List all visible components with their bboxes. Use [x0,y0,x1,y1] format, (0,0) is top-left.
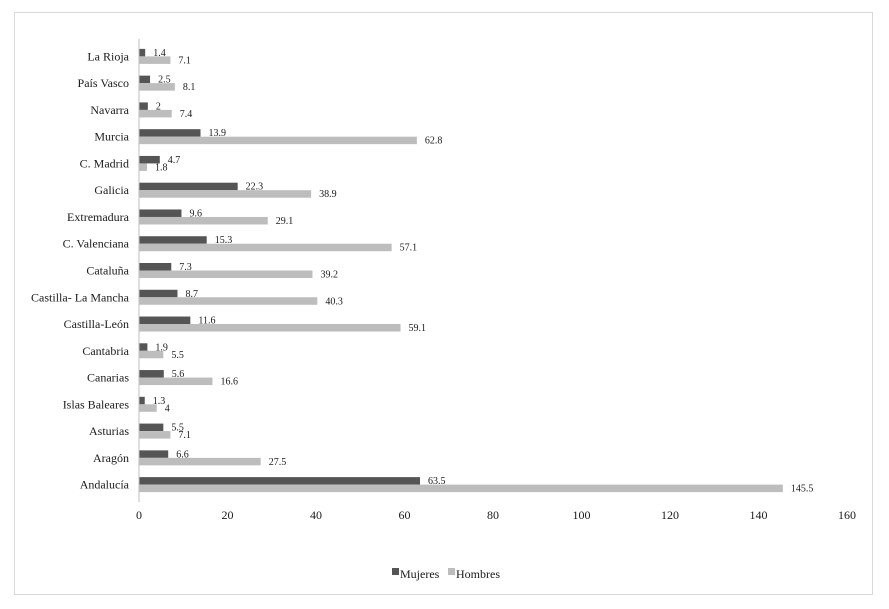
bar-mujeres [139,155,160,164]
data-label-hombres: 8.1 [183,82,196,93]
bar-mujeres [139,477,420,485]
data-label-mujeres: 2 [156,101,161,112]
bar-hombres [139,350,164,359]
data-label-mujeres: 5.5 [171,423,184,434]
x-tick-label: 40 [310,508,322,522]
bar-hombres [139,216,268,225]
data-label-hombres: 7.1 [178,430,191,441]
data-label-mujeres: 7.3 [179,262,192,273]
bar-hombres [139,83,175,91]
category-label: País Vasco [78,76,129,90]
category-label: Asturias [89,424,129,438]
data-label-hombres: 59.1 [409,323,427,334]
x-tick-label: 100 [573,508,591,522]
x-tick-label: 120 [661,508,679,522]
category-label: Castilla- La Mancha [31,290,130,304]
bar-hombres [139,56,171,64]
bar-hombres [139,243,392,252]
data-label-hombres: 7.1 [178,55,191,66]
bar-mujeres [139,423,164,432]
bar-hombres [139,297,318,305]
bar-mujeres [139,289,178,298]
data-label-mujeres: 1.9 [155,342,168,353]
bar-hombres [139,109,172,118]
data-label-hombres: 40.3 [325,296,343,307]
category-label: Cantabria [82,344,129,358]
category-label: Navarra [90,103,129,117]
category-label: Extremadura [67,210,130,224]
data-label-hombres: 38.9 [319,189,337,200]
bar-mujeres [139,75,151,84]
data-label-mujeres: 22.3 [246,182,263,193]
data-label-hombres: 27.5 [269,457,287,468]
bar-hombres [139,484,783,493]
category-label: Murcia [94,130,129,144]
bar-hombres [139,136,417,145]
bar-hombres [139,190,312,198]
legend-label-hombres: Hombres [456,567,500,581]
bar-mujeres [139,236,207,244]
bar-mujeres [139,48,146,57]
data-label-hombres: 16.6 [220,377,238,388]
data-label-mujeres: 1.4 [153,48,166,59]
data-label-hombres: 29.1 [276,216,294,227]
data-label-hombres: 57.1 [400,243,418,254]
bar-hombres [139,324,401,332]
category-label: C. Madrid [80,156,129,170]
bar-mujeres [139,316,191,325]
data-label-hombres: 1.8 [155,162,168,173]
x-tick-label: 160 [838,508,856,522]
data-label-hombres: 5.5 [171,350,184,361]
category-label: Castilla-León [64,317,129,331]
data-label-hombres: 4 [165,403,170,414]
category-label: La Rioja [87,49,129,63]
data-label-mujeres: 6.6 [176,449,189,460]
x-tick-label: 60 [399,508,411,522]
data-label-mujeres: 63.5 [428,476,446,487]
bar-mujeres [139,343,148,351]
bar-mujeres [139,102,148,110]
data-label-mujeres: 13.9 [209,128,227,139]
data-label-mujeres: 4.7 [168,155,181,166]
x-tick-label: 140 [750,508,768,522]
bar-hombres [139,431,171,439]
bar-mujeres [139,450,169,458]
category-label: Canarias [87,371,129,385]
bar-hombres [139,270,313,278]
bar-mujeres [139,182,238,191]
category-label: Galicia [94,183,129,197]
legend-swatch-hombres [448,568,455,575]
data-label-mujeres: 9.6 [189,208,202,219]
bar-mujeres [139,129,201,137]
legend-swatch-mujeres [392,568,399,575]
bar-hombres [139,457,261,466]
category-label: Andalucía [80,478,130,492]
category-label: Aragón [93,451,129,465]
data-label-mujeres: 8.7 [185,289,198,300]
data-label-hombres: 145.5 [791,484,814,495]
bar-hombres [139,404,157,412]
data-label-hombres: 39.2 [320,270,338,281]
data-label-mujeres: 11.6 [198,316,215,327]
bar-hombres [139,377,213,386]
category-label: Cataluña [86,264,129,278]
legend-label-mujeres: Mujeres [400,567,440,581]
x-tick-label: 80 [487,508,499,522]
data-label-mujeres: 5.6 [172,369,185,380]
bar-mujeres [139,370,164,378]
category-label: C. Valenciana [63,237,130,251]
data-label-mujeres: 1.3 [153,396,166,407]
bar-hombres [139,163,147,171]
x-tick-label: 20 [222,508,234,522]
bar-mujeres [139,263,172,271]
x-tick-label: 0 [136,508,142,522]
bar-mujeres [139,396,145,405]
data-label-hombres: 62.8 [425,136,443,147]
data-label-mujeres: 2.5 [158,75,171,86]
bar-mujeres [139,209,182,217]
data-label-hombres: 7.4 [180,109,193,120]
data-label-mujeres: 15.3 [215,235,233,246]
category-label: Islas Baleares [63,397,130,411]
